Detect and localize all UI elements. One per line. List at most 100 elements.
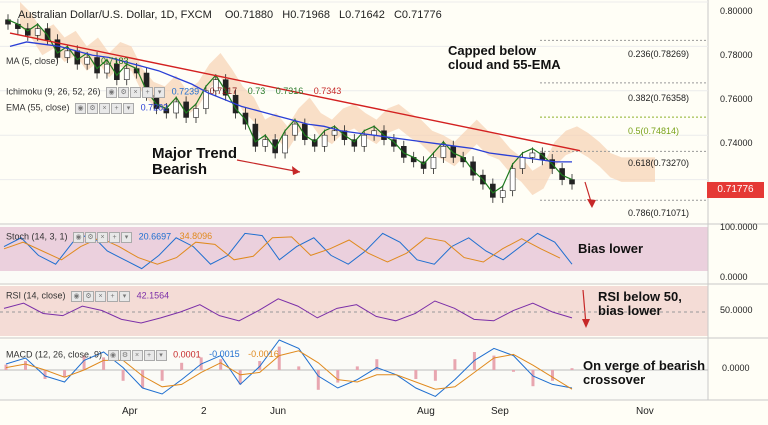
candle-body [430,157,437,169]
eye-icon[interactable]: ◉ [75,103,87,114]
eye-icon[interactable]: ◉ [107,350,119,361]
candle-body [242,112,249,125]
open-value: 0.71880 [233,9,274,21]
macd-hist-bar [433,370,437,381]
candle-body [569,179,575,185]
ichimoku-value-5: 0.7343 [313,86,342,97]
more-icon[interactable]: ▾ [154,87,166,98]
macd-value: -0.0015 [209,349,240,360]
y-tick-074: 0.74000 [720,138,753,148]
rsi-annotation-line1: RSI below 50, [598,289,682,304]
macd-hist-value: 0.0001 [173,349,201,360]
ichimoku-controls[interactable]: ◉ ⚙ × + ▾ [106,86,166,98]
candle-body [292,123,298,136]
close-icon[interactable]: × [97,232,109,243]
rsi-line [3,298,573,324]
x-tick-sep: Sep [491,406,509,417]
candle-body [509,168,516,192]
stoch-controls[interactable]: ◉ ⚙ × + ▾ [73,231,133,243]
trend-line [9,32,581,152]
current-price-tag: 0.71776 [707,182,764,198]
trend-arrowhead [292,166,300,175]
candle-body [44,28,51,41]
ema-controls[interactable]: ◉ ⚙ × + ▾ [75,102,135,114]
candle-body [262,139,269,147]
fib-label-236: 0.236(0.78269) [628,49,690,59]
plus-icon[interactable]: + [111,103,123,114]
y-tick-080: 0.80000 [720,6,753,16]
macd-row[interactable]: MACD (12, 26, close, 9) ◉ ⚙ × + ▾ 0.0001 -0.… [6,349,279,361]
macd-hist-bar [24,361,28,370]
y-tick-076: 0.76000 [720,94,753,104]
ma-row[interactable]: MA (5, close) 0.7183 [6,56,129,66]
rsi-controls[interactable]: ◉ ⚙ × + ▾ [71,290,131,302]
rsi-arrowhead [582,319,590,328]
macd-hist-bar [492,355,496,370]
high-label: H [282,9,291,21]
rsi-annotation: RSI below 50, bias lower [598,290,682,317]
macd-controls[interactable]: ◉ ⚙ × + ▾ [107,349,168,361]
ema-row[interactable]: EMA (55, close) ◉ ⚙ × + ▾ 0.7282 [6,102,168,114]
macd-hist-bar [394,370,398,371]
settings-icon[interactable]: ⚙ [118,87,130,98]
macd-hist-bar [160,370,164,381]
more-icon[interactable]: ▾ [123,103,135,114]
eye-icon[interactable]: ◉ [73,232,85,243]
more-icon[interactable]: ▾ [155,350,167,361]
fib-label-618: 0.618(0.73270) [628,158,690,168]
macd-hist-bar [219,359,223,370]
close-icon[interactable]: × [131,350,143,361]
settings-icon[interactable]: ⚙ [87,103,99,114]
candle-body [173,101,180,114]
rsi-row[interactable]: RSI (14, close) ◉ ⚙ × + ▾ 42.1564 [6,290,169,302]
plus-icon[interactable]: + [143,350,155,361]
eye-icon[interactable]: ◉ [71,291,83,302]
stoch-row[interactable]: Stoch (14, 3, 1) ◉ ⚙ × + ▾ 20.6697 34.8096 [6,231,212,243]
settings-icon[interactable]: ⚙ [83,291,95,302]
candle-body [400,146,407,158]
macd-hist-bar [531,370,535,387]
ichimoku-cloud [20,2,655,196]
fib-label-382: 0.382(0.76358) [628,93,690,103]
close-icon[interactable]: × [95,291,107,302]
candle-body [123,68,130,80]
more-icon[interactable]: ▾ [119,291,131,302]
ichimoku-row[interactable]: Ichimoku (9, 26, 52, 26) ◉ ⚙ × + ▾ 0.7239 0.… [6,86,341,98]
candle-body [24,28,31,36]
fib-label-786: 0.786(0.71071) [628,208,690,218]
settings-icon[interactable]: ⚙ [119,350,131,361]
plus-icon[interactable]: + [109,232,121,243]
macd-hist-bar [355,366,359,370]
trend-arrow [236,159,301,173]
macd-hist-bar [102,357,106,370]
settings-icon[interactable]: ⚙ [85,232,97,243]
candle-body [420,161,427,169]
rsi-value: 42.1564 [136,290,170,301]
cloud-annotation: Capped below cloud and 55-EMA [448,44,561,71]
plus-icon[interactable]: + [107,291,119,302]
close-icon[interactable]: × [130,87,142,98]
stoch-label: Stoch (14, 3, 1) [6,231,68,242]
macd-hist-bar [336,370,340,383]
macd-hist-bar [414,370,418,379]
candle-body [311,139,318,147]
bias-annotation: Bias lower [578,241,644,256]
candle-body [272,139,278,154]
macd-hist-bar [180,362,184,370]
close-icon[interactable]: × [99,103,111,114]
macd-hist-bar [121,370,125,381]
ma-value: 0.7183 [101,56,129,66]
symbol-title: Australian Dollar/U.S. Dollar, 1D, FXCM [18,9,212,21]
macd-hist-bar [63,370,67,378]
eye-icon[interactable]: ◉ [106,87,118,98]
fib-label-500: 0.5(0.74814) [628,126,680,136]
ema55-line [9,41,572,163]
stoch-d-line [3,236,561,265]
candle-body [64,50,71,58]
more-icon[interactable]: ▾ [121,232,133,243]
macd-hist-bar [297,366,301,370]
macd-hist-bar [375,359,379,370]
plus-icon[interactable]: + [142,87,154,98]
trend-annotation-line2: Bearish [152,160,208,178]
candle-body [559,168,565,180]
